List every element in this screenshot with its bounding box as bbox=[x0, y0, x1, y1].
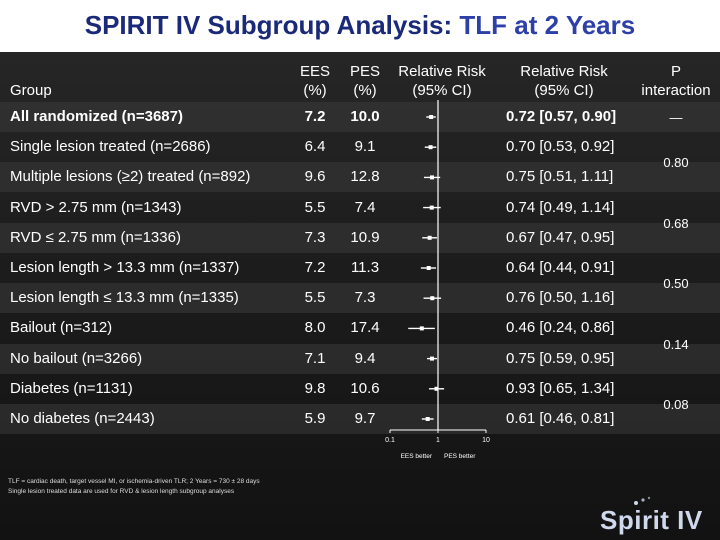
ees-value: 5.5 bbox=[304, 198, 326, 216]
row-label: Multiple lesions (≥2) treated (n=892) bbox=[10, 168, 251, 186]
x-tick-label: 0.1 bbox=[385, 437, 395, 444]
row-stripe bbox=[0, 343, 720, 374]
rr-ci-text: 0.76 [0.50, 1.16] bbox=[506, 289, 615, 307]
row-stripe bbox=[0, 283, 720, 314]
spirit-iv-logo: Spirit IV bbox=[600, 505, 703, 535]
p-interaction-value: 0.80 bbox=[663, 155, 689, 171]
pes-value: 10.0 bbox=[350, 108, 380, 125]
point-estimate-marker bbox=[426, 266, 431, 270]
rr-ci-text: 0.61 [0.46, 0.81] bbox=[506, 410, 615, 427]
point-estimate-marker bbox=[425, 417, 430, 421]
rr-ci-text: 0.75 [0.59, 0.95] bbox=[506, 349, 615, 367]
row-label: Lesion length ≤ 13.3 mm (n=1335) bbox=[10, 289, 239, 307]
pes-value: 9.4 bbox=[354, 349, 376, 367]
ees-value: 5.5 bbox=[304, 289, 326, 307]
p-interaction-value: 0.50 bbox=[663, 276, 689, 292]
row-stripe bbox=[0, 102, 720, 132]
rr-ci-text: 0.93 [0.65, 1.34] bbox=[506, 379, 615, 397]
pes-value: 10.6 bbox=[350, 379, 380, 397]
title-accent: TLF at 2 Years bbox=[459, 10, 636, 40]
header-rr-text: Relative Risk (95% CI) bbox=[520, 63, 608, 99]
row-label: Bailout (n=312) bbox=[10, 319, 113, 337]
point-estimate-marker bbox=[429, 205, 434, 210]
rr-ci-text: 0.46 [0.24, 0.86] bbox=[506, 319, 615, 337]
title-band bbox=[0, 0, 720, 52]
point-estimate-marker bbox=[430, 356, 435, 361]
rr-ci-text: 0.74 [0.49, 1.14] bbox=[506, 198, 615, 216]
point-estimate-marker bbox=[430, 175, 435, 180]
p-interaction-value: 0.08 bbox=[663, 396, 689, 412]
row-label: Single lesion treated (n=2686) bbox=[10, 138, 211, 156]
point-estimate-marker bbox=[430, 296, 435, 301]
slide-title: SPIRIT IV Subgroup Analysis: TLF at 2 Ye… bbox=[0, 10, 720, 41]
rr-ci-text: 0.64 [0.44, 0.91] bbox=[506, 259, 615, 276]
row-stripe bbox=[0, 404, 720, 434]
row-label: Diabetes (n=1131) bbox=[10, 379, 133, 397]
p-interaction-value: 0.14 bbox=[663, 336, 689, 352]
rr-ci-text: 0.72 [0.57, 0.90] bbox=[506, 108, 617, 125]
footnote-1: TLF = cardiac death, target vessel MI, o… bbox=[8, 478, 260, 485]
row-label: RVD ≤ 2.75 mm (n=1336) bbox=[10, 228, 181, 246]
point-estimate-marker bbox=[427, 235, 432, 240]
pes-value: 9.1 bbox=[354, 138, 376, 156]
row-label: No bailout (n=3266) bbox=[10, 349, 143, 367]
row-stripe bbox=[0, 162, 720, 193]
ees-value: 9.6 bbox=[304, 168, 326, 186]
pes-value: 17.4 bbox=[350, 319, 380, 337]
pes-value: 12.8 bbox=[350, 168, 380, 186]
footnote-2: Single lesion treated data are used for … bbox=[8, 488, 235, 495]
row-label: All randomized (n=3687) bbox=[10, 108, 183, 125]
header-rr-plot: Relative Risk (95% CI) bbox=[398, 63, 486, 99]
ees-value: 7.3 bbox=[304, 228, 326, 246]
forest-plot: 0.1 1 10 EES better PES better bbox=[385, 100, 490, 460]
pes-value: 10.9 bbox=[350, 228, 380, 246]
header-pes: PES (%) bbox=[349, 63, 380, 99]
rr-ci-text: 0.70 [0.53, 0.92] bbox=[506, 138, 615, 156]
row-label: RVD > 2.75 mm (n=1343) bbox=[10, 198, 182, 216]
p-interaction-value: 0.68 bbox=[663, 215, 689, 231]
ees-value: 6.4 bbox=[304, 138, 326, 156]
logo-dots-icon bbox=[634, 496, 651, 505]
point-estimate-marker bbox=[429, 115, 434, 119]
rr-ci-text: 0.67 [0.47, 0.95] bbox=[506, 228, 615, 246]
ees-value: 7.2 bbox=[304, 259, 326, 276]
point-estimate-marker bbox=[428, 145, 433, 150]
row-label: No diabetes (n=2443) bbox=[10, 410, 155, 427]
header-ees: EES (%) bbox=[299, 63, 330, 99]
ees-value: 7.2 bbox=[304, 108, 326, 125]
pes-value: 7.4 bbox=[354, 198, 376, 216]
pes-value: 9.7 bbox=[354, 410, 376, 427]
point-estimate-marker bbox=[419, 326, 424, 331]
ees-value: 5.9 bbox=[304, 410, 326, 427]
ees-better-label: EES better bbox=[401, 453, 433, 460]
pes-better-label: PES better bbox=[444, 453, 476, 460]
rr-ci-text: 0.75 [0.51, 1.11] bbox=[506, 168, 614, 186]
title-main: SPIRIT IV Subgroup Analysis: bbox=[84, 10, 460, 40]
row-stripe bbox=[0, 222, 720, 253]
ees-value: 9.8 bbox=[304, 379, 326, 397]
ees-value: 7.1 bbox=[304, 349, 326, 367]
ees-value: 8.0 bbox=[304, 319, 326, 337]
row-label: Lesion length > 13.3 mm (n=1337) bbox=[10, 259, 240, 276]
x-tick-label: 1 bbox=[436, 437, 440, 444]
point-estimate-marker bbox=[434, 386, 439, 391]
header-group: Group bbox=[10, 82, 52, 99]
pes-value: 11.3 bbox=[350, 259, 380, 276]
x-tick-label: 10 bbox=[482, 437, 490, 444]
p-interaction-value: — bbox=[669, 110, 683, 125]
pes-value: 7.3 bbox=[354, 289, 376, 307]
